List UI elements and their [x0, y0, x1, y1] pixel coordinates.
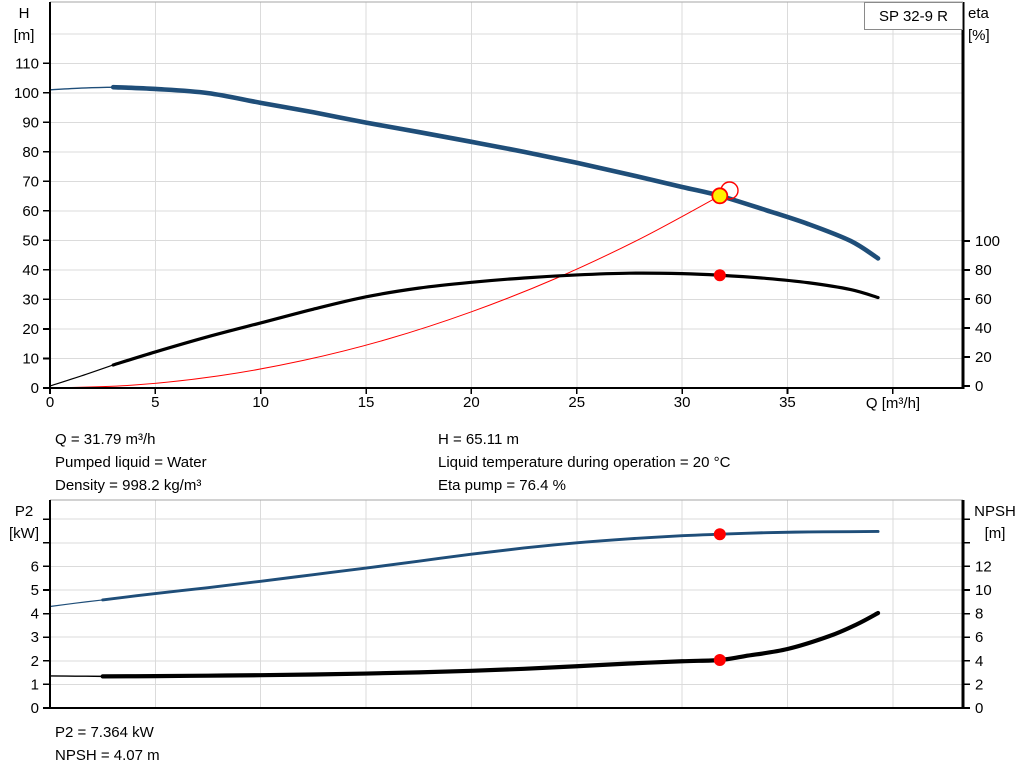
- tick-label-x: 30: [674, 394, 691, 411]
- tick-label-left: 1: [31, 676, 39, 693]
- pump-curve: [110, 84, 881, 261]
- npsh-axis-label: NPSH: [974, 503, 1016, 520]
- tick-label-left: 20: [22, 321, 39, 338]
- tick-label-right: 12: [975, 558, 992, 575]
- p2-curve: [101, 530, 880, 602]
- p2-axis-label: P2: [14, 503, 34, 520]
- tick-label-right: 4: [975, 653, 983, 670]
- tick-label-x: 10: [252, 394, 269, 411]
- tick-label-right: 60: [975, 291, 992, 308]
- tick-label-right: 0: [975, 700, 983, 717]
- eta-axis-label: eta: [968, 5, 989, 22]
- tick-label-left: 4: [31, 606, 39, 623]
- pump-curve: [49, 86, 114, 91]
- info-temperature: Liquid temperature during operation = 20…: [438, 454, 731, 471]
- pump-model-text: SP 32-9 R: [879, 7, 948, 25]
- tick-label-left: 110: [15, 55, 39, 72]
- tick-label-x: 25: [568, 394, 585, 411]
- eta-axis-unit: [%]: [968, 27, 990, 44]
- tick-label-right: 40: [975, 320, 992, 337]
- tick-label-x: 5: [151, 394, 159, 411]
- chart-qh: 0 10 20 30 40 50 60 70 80 90 100 110 0 20 40 60 80 100 0 5 1…: [14, 1, 1000, 411]
- tick-label-left: 100: [14, 85, 39, 102]
- tick-label-right: 8: [975, 606, 983, 623]
- h-axis-label: H: [18, 5, 30, 22]
- duty-point[interactable]: [711, 187, 729, 205]
- tick-label-left: 40: [22, 262, 39, 279]
- tick-label-left: 3: [31, 629, 39, 646]
- tick-label-left: 80: [22, 144, 39, 161]
- eta-axis-header: eta [%]: [968, 3, 1020, 47]
- npsh-curve: [100, 610, 881, 679]
- q-axis-unit-label: Q [m³/h]: [865, 395, 921, 412]
- duty-info-col1: Q = 31.79 m³/h Pumped liquid = Water Den…: [55, 428, 207, 497]
- tick-label-x: 20: [463, 394, 480, 411]
- tick-label-left: 50: [22, 232, 39, 249]
- pump-model-badge: SP 32-9 R: [864, 2, 963, 30]
- p2-point: [713, 528, 726, 541]
- h-axis-unit: [m]: [13, 27, 35, 44]
- tick-label-right: 80: [975, 262, 992, 279]
- tick-label-right: 0: [975, 378, 983, 395]
- tick-label-left: 5: [31, 582, 39, 599]
- info-liquid: Pumped liquid = Water: [55, 454, 207, 471]
- info-eta: Eta pump = 76.4 %: [438, 477, 566, 494]
- efficiency-curve: [111, 271, 880, 367]
- efficiency-point: [713, 269, 726, 282]
- npsh-point: [713, 653, 726, 666]
- tick-label-left: 2: [31, 653, 39, 670]
- tick-label-left: 60: [22, 203, 39, 220]
- power-info-block: P2 = 7.364 kW NPSH = 4.07 m: [55, 721, 160, 767]
- info-p2: P2 = 7.364 kW: [55, 724, 154, 741]
- tick-label-right: 2: [975, 676, 983, 693]
- p2-axis-header: P2 [kW]: [2, 501, 46, 545]
- system-curve: [49, 195, 721, 389]
- tick-label-left: 0: [31, 700, 39, 717]
- npsh-axis-header: NPSH [m]: [966, 501, 1024, 545]
- info-flow: Q = 31.79 m³/h: [55, 431, 156, 448]
- tick-label-right: 20: [975, 349, 992, 366]
- tick-label-right: 100: [975, 233, 1000, 250]
- tick-label-x: 0: [46, 394, 54, 411]
- efficiency-curve: [49, 364, 114, 387]
- info-npsh: NPSH = 4.07 m: [55, 747, 160, 764]
- tick-label-left: 70: [22, 173, 39, 190]
- npsh-axis-unit: [m]: [984, 525, 1006, 542]
- tick-label-left: 0: [31, 380, 39, 397]
- tick-label-left: 10: [22, 350, 39, 367]
- info-head: H = 65.11 m: [438, 431, 520, 448]
- tick-label-x: 15: [358, 394, 375, 411]
- tick-label-left: 30: [22, 291, 39, 308]
- duty-info-col2: H = 65.11 m Liquid temperature during op…: [438, 428, 730, 497]
- tick-label-left: 90: [22, 114, 39, 131]
- tick-label-left: 6: [31, 558, 39, 575]
- tick-label-x: 35: [779, 394, 796, 411]
- p2-axis-unit: [kW]: [9, 525, 39, 542]
- tick-label-right: 6: [975, 629, 983, 646]
- h-axis-header: H [m]: [4, 3, 44, 47]
- tick-label-right: 10: [975, 582, 992, 599]
- p2-curve: [49, 599, 104, 608]
- info-density: Density = 998.2 kg/m³: [55, 477, 202, 494]
